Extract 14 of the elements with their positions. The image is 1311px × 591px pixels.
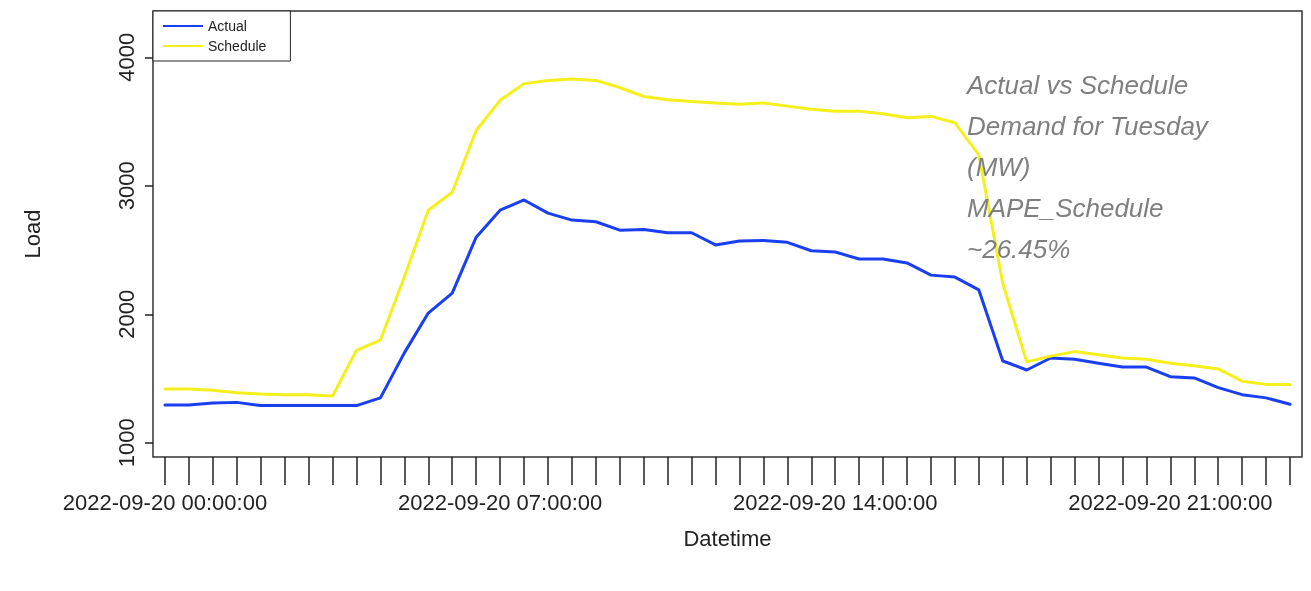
line-series — [163, 198, 1292, 408]
x-tick-label: 2022-09-20 21:00:00 — [1068, 489, 1273, 515]
y-axis-title: Load — [19, 209, 45, 259]
y-tick-label: 4000 — [113, 32, 139, 82]
x-tick-label: 2022-09-20 14:00:00 — [733, 489, 938, 515]
y-tick-label: 2000 — [113, 289, 139, 339]
x-axis-title: Datetime — [683, 525, 772, 551]
line-series — [163, 77, 1292, 398]
legend-label: Schedule — [208, 38, 267, 54]
y-tick-label: 3000 — [113, 161, 139, 211]
x-tick-label: 2022-09-20 00:00:00 — [62, 489, 268, 515]
x-tick-label: 2022-09-20 07:00:00 — [397, 489, 603, 515]
legend-label: Actual — [208, 18, 247, 34]
y-tick-label: 1000 — [113, 418, 139, 468]
